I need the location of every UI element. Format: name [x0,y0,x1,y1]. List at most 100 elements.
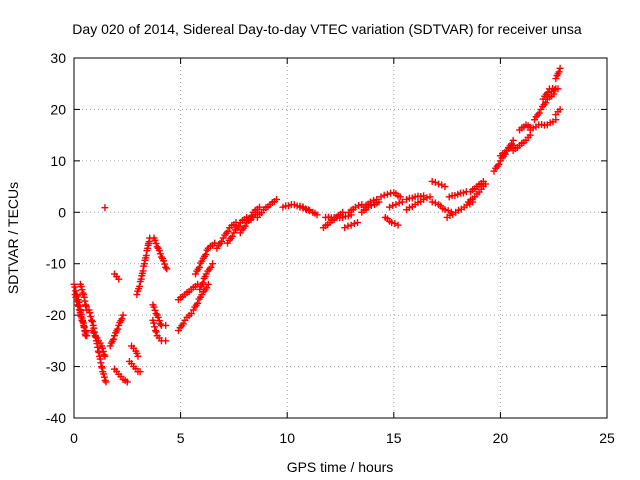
data-point [77,313,85,321]
data-point [87,313,95,321]
data-point [151,236,159,244]
data-point [204,280,212,288]
data-point [135,282,143,290]
data-point [255,203,263,211]
data-point [88,318,96,326]
y-tick-label: -40 [46,410,66,426]
data-point [152,239,160,247]
data-point [79,318,87,326]
data-point [441,183,449,191]
data-point [556,64,564,72]
data-point [420,192,428,200]
data-point [428,177,436,185]
chart-title: Day 020 of 2014, Sidereal Day-to-day VTE… [72,21,582,37]
data-point [152,310,160,318]
data-point [152,328,160,336]
data-point [163,265,171,273]
data-point [354,219,362,227]
y-tick-label: 20 [50,101,66,117]
data-point [87,316,95,324]
data-point [435,180,443,188]
data-point [367,202,375,210]
data-point [99,344,107,352]
data-point [555,68,563,76]
data-point [156,250,164,258]
x-tick-label: 20 [493,430,509,446]
data-point [544,88,552,96]
data-point [195,263,203,271]
data-point [187,310,195,318]
data-point [100,373,108,381]
data-point [395,199,403,207]
x-tick-label: 25 [599,430,615,446]
y-tick-label: -20 [46,307,66,323]
data-point [109,335,117,343]
data-point [114,325,122,333]
data-point [154,313,162,321]
data-point [155,247,163,255]
data-point [495,160,503,168]
data-point [78,286,86,294]
data-point [556,105,564,113]
data-point [542,99,550,107]
data-point [160,257,168,265]
data-point [389,202,397,210]
data-point [119,311,127,319]
data-point [73,297,81,305]
data-points [70,64,564,386]
data-point [426,193,434,201]
data-point [431,178,439,186]
data-point [199,279,207,287]
data-point [207,263,215,271]
data-point [101,352,109,360]
data-point [202,250,210,258]
data-point [383,190,391,198]
data-point [179,320,187,328]
x-tick-label: 5 [177,430,185,446]
x-axis-label: GPS time / hours [287,459,394,475]
data-point [72,293,80,301]
data-point [347,221,355,229]
data-point [156,320,164,328]
data-point [273,195,281,203]
data-point [153,243,161,251]
data-point [535,109,543,117]
data-point [100,370,108,378]
data-point [209,260,217,268]
data-point [101,376,109,384]
data-point [428,198,436,206]
data-point [228,232,236,240]
data-point [302,206,310,214]
data-point [136,368,144,376]
data-point [350,220,358,228]
data-point [133,291,141,299]
data-point [162,321,170,329]
data-point [162,263,170,271]
data-point [118,315,126,323]
data-point [375,198,383,206]
data-point [235,222,243,230]
data-point [380,191,388,199]
data-point [224,227,232,235]
data-point [82,332,90,340]
data-point [218,238,226,246]
data-point [396,193,404,201]
data-point [76,309,84,317]
data-point [157,253,165,261]
data-point [441,206,449,214]
data-point [296,203,304,211]
data-point [438,181,446,189]
y-tick-label: 0 [58,204,66,220]
y-tick-label: 30 [50,50,66,66]
data-point [355,202,363,210]
x-tick-label: 10 [279,430,295,446]
x-tick-label: 0 [70,430,78,446]
data-point [479,177,487,185]
data-point [74,301,82,309]
y-tick-label: -30 [46,359,66,375]
data-point [241,222,249,230]
data-point [203,284,211,292]
data-point [134,352,142,360]
x-tick-label: 15 [386,430,402,446]
